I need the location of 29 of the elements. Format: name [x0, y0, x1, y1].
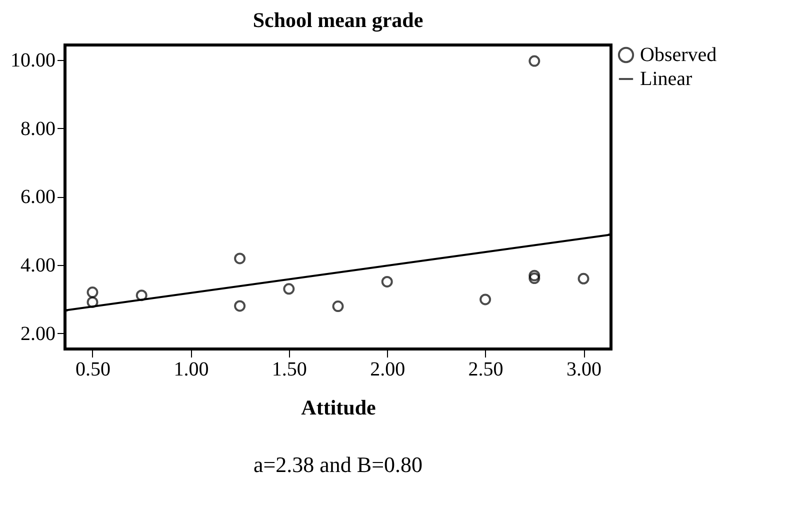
point	[283, 283, 295, 295]
point	[528, 55, 540, 67]
legend-label: Linear	[640, 68, 693, 90]
point	[234, 300, 246, 312]
x-tick-label: 1.50	[272, 358, 307, 380]
point	[528, 272, 540, 284]
y-tick-label: 6.00	[20, 186, 56, 208]
x-tick-label: 2.50	[468, 358, 504, 380]
point	[480, 294, 492, 306]
point	[332, 300, 344, 312]
y-tick-label: 10.00	[10, 50, 56, 72]
x-tick-label: 1.00	[174, 358, 209, 380]
point	[234, 252, 246, 264]
point	[86, 296, 98, 308]
point	[528, 270, 540, 282]
point	[136, 290, 148, 302]
x-axis-title: Attitude	[301, 396, 376, 420]
point	[578, 272, 590, 284]
y-tick-label: 8.00	[20, 118, 56, 140]
y-tick-label: 4.00	[20, 254, 56, 276]
x-tick-label: 3.00	[566, 358, 602, 380]
point	[86, 286, 98, 298]
x-tick-label: 0.50	[75, 358, 110, 380]
text: a=2.38 and B=0.80	[253, 452, 423, 477]
point	[381, 276, 393, 288]
legend-label: Observed	[640, 44, 717, 66]
y-tick-label: 2.00	[20, 322, 56, 345]
chart-title: School mean grade	[252, 8, 424, 32]
x-tick-label: 2.00	[370, 358, 406, 380]
